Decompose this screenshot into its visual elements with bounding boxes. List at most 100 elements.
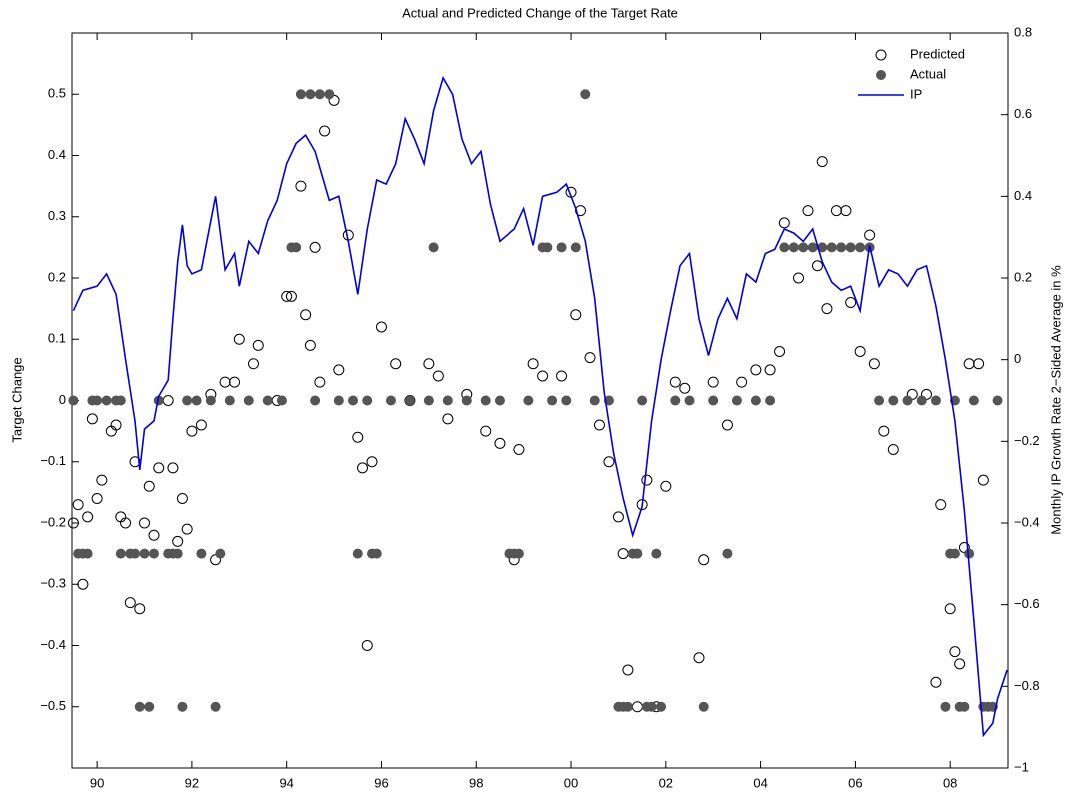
legend-swatch xyxy=(875,49,887,61)
x-tick-label: 90 xyxy=(90,775,104,790)
actual-point xyxy=(940,701,951,712)
actual-point xyxy=(765,395,776,406)
predicted-point xyxy=(120,517,132,529)
predicted-point xyxy=(774,346,786,357)
actual-point xyxy=(826,242,837,253)
actual-point xyxy=(172,548,183,559)
predicted-point xyxy=(750,364,762,376)
x-tick-label: 02 xyxy=(659,775,673,790)
actual-point xyxy=(215,548,226,559)
predicted-point xyxy=(935,499,947,511)
predicted-point xyxy=(442,413,454,425)
actual-point xyxy=(622,701,633,712)
predicted-point xyxy=(167,462,179,474)
predicted-point xyxy=(304,339,316,351)
legend-label: Actual xyxy=(910,66,946,81)
predicted-point xyxy=(764,364,776,376)
predicted-point xyxy=(949,646,961,658)
predicted-point xyxy=(314,376,326,388)
actual-point xyxy=(632,548,643,559)
predicted-point xyxy=(527,358,539,370)
actual-point xyxy=(314,89,325,100)
actual-point xyxy=(547,395,558,406)
actual-point xyxy=(888,395,899,406)
predicted-point xyxy=(693,652,705,664)
predicted-point xyxy=(570,309,582,321)
y2-tick-label: −0.4 xyxy=(1014,514,1040,529)
actual-point xyxy=(92,395,103,406)
predicted-point xyxy=(82,511,94,523)
actual-point xyxy=(698,701,709,712)
legend-label: Predicted xyxy=(910,46,965,61)
actual-point xyxy=(798,242,809,253)
actual-point xyxy=(144,701,155,712)
actual-point xyxy=(101,395,112,406)
actual-point xyxy=(949,548,960,559)
predicted-point xyxy=(181,523,193,535)
predicted-point xyxy=(91,493,103,504)
predicted-point xyxy=(172,535,184,547)
actual-point xyxy=(134,701,145,712)
y2-tick-label: 0.8 xyxy=(1014,24,1032,39)
predicted-point xyxy=(930,676,942,688)
x-tick-label: 94 xyxy=(279,775,293,790)
predicted-point xyxy=(319,125,331,137)
predicted-point xyxy=(963,358,975,370)
y2-axis-label: Monthly IP Growth Rate 2−Sided Average i… xyxy=(1048,265,1063,535)
predicted-point xyxy=(357,462,369,474)
actual-point xyxy=(295,89,306,100)
x-tick-label: 00 xyxy=(564,775,578,790)
actual-point xyxy=(836,242,847,253)
actual-point xyxy=(224,395,235,406)
predicted-point xyxy=(96,474,108,486)
predicted-point xyxy=(77,578,89,590)
predicted-point xyxy=(480,425,492,437)
actual-point xyxy=(371,548,382,559)
predicted-point xyxy=(721,419,733,431)
y2-tick-label: 0.6 xyxy=(1014,106,1032,121)
y2-tick-label: −0.8 xyxy=(1014,678,1040,693)
predicted-point xyxy=(67,517,79,529)
x-tick-label: 04 xyxy=(753,775,767,790)
actual-point xyxy=(788,242,799,253)
actual-point xyxy=(115,395,126,406)
predicted-point xyxy=(603,456,615,468)
y-tick-label: 0.3 xyxy=(48,208,66,223)
predicted-point xyxy=(954,658,966,670)
actual-point xyxy=(139,548,150,559)
actual-point xyxy=(570,242,581,253)
predicted-point xyxy=(707,376,719,388)
predicted-point xyxy=(285,290,297,302)
chart-title: Actual and Predicted Change of the Targe… xyxy=(402,5,678,20)
predicted-point xyxy=(878,425,890,437)
actual-point xyxy=(845,242,856,253)
actual-point xyxy=(589,395,600,406)
predicted-point xyxy=(333,364,345,376)
actual-point xyxy=(148,548,159,559)
predicted-point xyxy=(830,205,842,217)
actual-point xyxy=(115,548,126,559)
predicted-point xyxy=(821,303,833,315)
actual-point xyxy=(817,242,828,253)
actual-point xyxy=(968,395,979,406)
actual-point xyxy=(305,89,316,100)
predicted-point xyxy=(660,480,672,492)
predicted-point xyxy=(944,603,956,615)
predicted-point xyxy=(631,701,643,713)
y2-tick-label: −1 xyxy=(1014,759,1029,774)
actual-point xyxy=(404,395,415,406)
x-tick-label: 06 xyxy=(848,775,862,790)
legend-swatch xyxy=(876,70,886,80)
actual-point xyxy=(542,242,553,253)
actual-point xyxy=(423,395,434,406)
predicted-point xyxy=(162,395,174,406)
predicted-point xyxy=(300,309,312,321)
predicted-point xyxy=(72,499,84,511)
actual-point xyxy=(964,548,975,559)
y-tick-label: −0.5 xyxy=(40,698,66,713)
y-tick-label: 0.1 xyxy=(48,331,66,346)
predicted-point xyxy=(887,444,899,455)
predicted-point xyxy=(617,548,629,560)
predicted-point xyxy=(622,664,634,676)
